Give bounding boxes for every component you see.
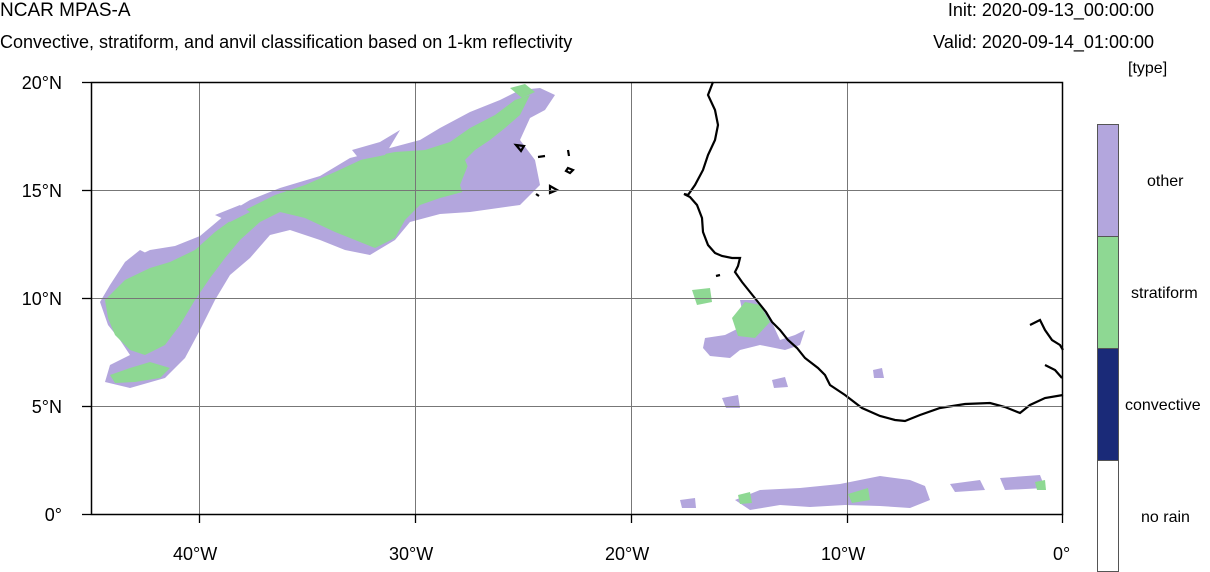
legend-swatch-stratiform xyxy=(1097,236,1119,349)
map-frame xyxy=(90,81,1064,516)
other-region-equator xyxy=(735,476,930,510)
other-fragment xyxy=(772,377,788,388)
lat-label-20n: 20°N xyxy=(21,73,62,93)
lon-label-0: 0° xyxy=(1053,544,1071,564)
legend-label-stratiform: stratiform xyxy=(1131,285,1198,302)
legend-label-other: other xyxy=(1147,173,1184,190)
other-fragment xyxy=(950,480,985,492)
lon-label-30w: 30°W xyxy=(389,544,434,564)
precip-field xyxy=(100,84,1046,510)
africa-coastline xyxy=(683,81,1064,423)
stratiform-fragment xyxy=(738,492,752,504)
other-region-east xyxy=(460,150,528,208)
lat-label-15n: 15°N xyxy=(21,181,62,201)
cape-verde-islands xyxy=(513,143,575,197)
axis-ticks xyxy=(82,81,1064,523)
plot-title: NCAR MPAS-A xyxy=(0,0,131,21)
other-fragment xyxy=(352,130,400,160)
init-time: Init: 2020-09-13_00:00:00 xyxy=(947,0,1154,20)
lon-label-40w: 40°W xyxy=(173,544,218,564)
island-coastline xyxy=(715,273,721,278)
stratiform-region-coast xyxy=(732,302,770,338)
other-fragment xyxy=(125,250,152,266)
legend-swatch-no-rain xyxy=(1097,460,1119,572)
legend-swatch-other xyxy=(1097,124,1119,237)
legend-label-no-rain: no rain xyxy=(1141,509,1190,526)
other-fragment xyxy=(680,498,696,508)
stratiform-region-coast xyxy=(692,288,712,305)
legend-units: [type] xyxy=(1128,60,1168,77)
lat-label-5n: 5°N xyxy=(31,397,62,417)
plot-subtitle: Convective, stratiform, and anvil classi… xyxy=(0,32,573,52)
stratiform-fragment xyxy=(1035,480,1046,490)
cameroon-coastline xyxy=(1029,318,1064,379)
stratiform-region-band xyxy=(105,95,530,355)
lon-label-10w: 10°W xyxy=(821,544,866,564)
stratiform-region-equator xyxy=(848,488,870,503)
other-fragment xyxy=(215,205,250,222)
lat-label-10n: 10°N xyxy=(21,289,62,309)
legend-label-convective: convective xyxy=(1125,397,1201,414)
legend-swatch-convective xyxy=(1097,348,1119,461)
coastlines xyxy=(513,81,1064,423)
other-fragment xyxy=(1000,475,1045,490)
other-fragment xyxy=(722,395,740,408)
stratiform-region-south xyxy=(110,362,170,383)
graticule xyxy=(91,82,1063,514)
other-fragment xyxy=(873,368,884,378)
lat-label-0: 0° xyxy=(44,505,62,525)
stratiform-fragment xyxy=(510,84,535,98)
valid-time: Valid: 2020-09-14_01:00:00 xyxy=(933,32,1154,52)
lon-label-20w: 20°W xyxy=(605,544,650,564)
